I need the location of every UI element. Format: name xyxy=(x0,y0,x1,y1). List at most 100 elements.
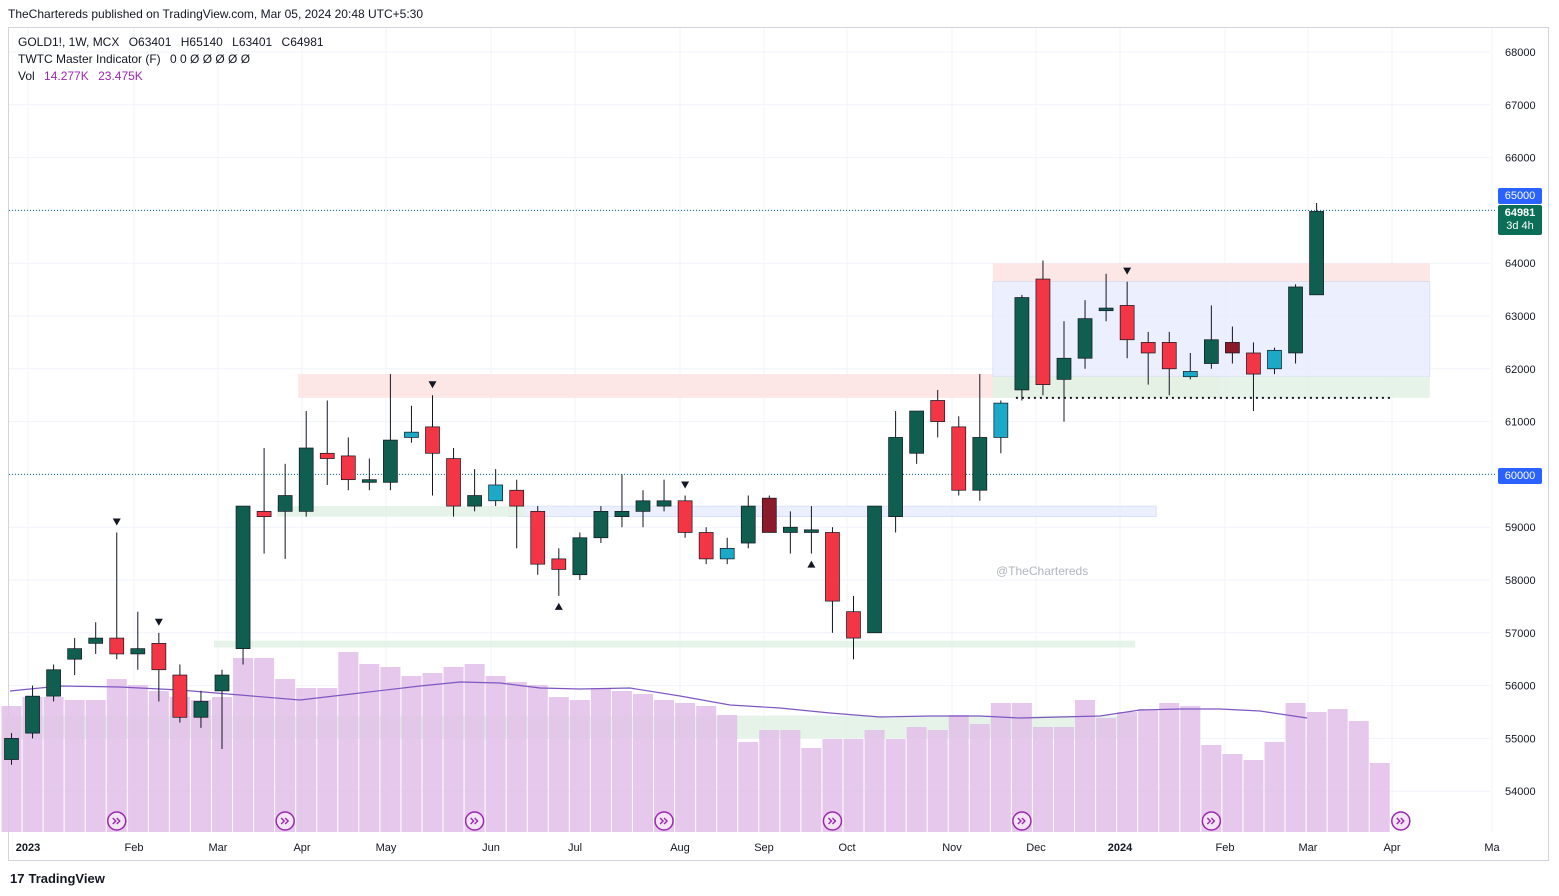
time-tick-label: May xyxy=(376,842,397,854)
event-arrow xyxy=(1017,817,1026,825)
candle-body xyxy=(1077,318,1093,359)
candle-body xyxy=(867,505,882,634)
candle-body xyxy=(719,547,735,560)
volume-bar xyxy=(275,679,296,832)
volume-bar xyxy=(801,748,822,832)
price-tag-60000: 60000 xyxy=(1498,468,1542,484)
candle xyxy=(677,495,693,538)
candle xyxy=(782,511,798,554)
volume-bar xyxy=(885,739,906,832)
volume-bar xyxy=(148,691,169,832)
indicator-name[interactable]: TWTC Master Indicator (F) xyxy=(18,52,161,66)
candle xyxy=(319,400,335,485)
event-circle xyxy=(275,811,295,831)
volume-bar xyxy=(169,697,190,832)
volume-label[interactable]: Vol xyxy=(18,69,35,83)
volume-bar xyxy=(590,688,611,832)
candle-body xyxy=(277,495,293,512)
candle xyxy=(993,400,1009,454)
sell-signal-triangle xyxy=(112,518,121,526)
price-tick-label: 63000 xyxy=(1505,311,1536,323)
candle-body xyxy=(109,637,125,655)
volume-bar xyxy=(1117,712,1138,832)
candle xyxy=(1140,331,1156,385)
candle xyxy=(1161,331,1177,396)
candle-body xyxy=(488,484,503,502)
candle-body xyxy=(467,495,482,507)
candle-body xyxy=(298,447,314,512)
candle-body xyxy=(572,537,588,576)
candle xyxy=(804,506,819,554)
event-marker-icon xyxy=(822,811,843,831)
volume-bar xyxy=(569,700,590,832)
candle-body xyxy=(1098,307,1114,312)
volume-bar xyxy=(1348,721,1369,832)
volume-bar xyxy=(1138,709,1159,832)
candle xyxy=(972,374,988,501)
legend-volume[interactable]: Vol 14.277K 23.475K xyxy=(18,69,149,83)
tradingview-logo[interactable]: 17 TradingView xyxy=(10,871,105,886)
time-tick-label: Feb xyxy=(1216,842,1235,854)
volume-bar xyxy=(1285,703,1306,832)
volume-bar xyxy=(317,688,338,832)
volume-bar xyxy=(1011,703,1032,832)
candle-body xyxy=(825,532,840,602)
candle xyxy=(930,389,946,438)
candle xyxy=(909,410,925,464)
time-tick-label: Mar xyxy=(209,842,228,854)
candle-body xyxy=(1309,211,1324,296)
candle-body xyxy=(1140,342,1156,354)
candle xyxy=(1077,300,1093,369)
volume-bar xyxy=(85,700,106,832)
candle xyxy=(1225,326,1240,364)
price-tick-label: 68000 xyxy=(1505,47,1536,59)
volume-bar xyxy=(506,682,527,832)
candle xyxy=(1309,203,1324,296)
volume-bar xyxy=(359,664,380,832)
time-tick-label: Dec xyxy=(1026,842,1046,854)
event-circle xyxy=(464,811,485,831)
volume-bar xyxy=(43,697,64,832)
candle xyxy=(4,733,19,765)
time-tick-label: Oct xyxy=(838,842,855,854)
volume-bar xyxy=(654,700,675,832)
time-tick-label: Sep xyxy=(754,842,774,854)
time-tick-label: Jul xyxy=(568,842,582,854)
price-tick-label: 66000 xyxy=(1505,153,1536,165)
candle xyxy=(172,664,188,723)
candle xyxy=(761,495,777,533)
candle-body xyxy=(1056,357,1072,380)
volume-bar xyxy=(675,703,696,832)
buy-signal-triangle xyxy=(554,602,563,610)
event-circle xyxy=(1012,811,1032,831)
candle-body xyxy=(993,402,1009,438)
candle-body xyxy=(972,437,988,491)
candle xyxy=(46,664,61,702)
candle xyxy=(846,595,861,660)
volume-bar xyxy=(990,703,1011,832)
sell-signal-triangle xyxy=(1123,267,1132,275)
event-arrow xyxy=(659,817,669,825)
legend-symbol: GOLD1!, 1W, MCX xyxy=(18,35,120,49)
volume-bar xyxy=(1180,706,1201,832)
candle-body xyxy=(446,458,461,507)
price-tick-label: 62000 xyxy=(1505,364,1536,376)
volume-bar xyxy=(1369,763,1390,832)
volume-bar xyxy=(717,715,738,832)
candle xyxy=(25,685,40,739)
candle xyxy=(109,532,125,660)
candle-body xyxy=(4,738,19,760)
volume-bar xyxy=(1032,727,1053,832)
candle xyxy=(425,395,440,496)
time-tick-label: Apr xyxy=(1383,842,1400,854)
price-tick-label: 55000 xyxy=(1505,733,1536,745)
legend-indicator[interactable]: TWTC Master Indicator (F) 0 0 Ø Ø Ø Ø Ø xyxy=(18,52,256,66)
legend-ohlc: GOLD1!, 1W, MCX O63401 H65140 L63401 C64… xyxy=(18,35,330,49)
chart-frame[interactable] xyxy=(8,27,1549,861)
publisher-line: TheChartereds published on TradingView.c… xyxy=(8,7,424,21)
candle xyxy=(867,505,882,634)
price-tick-label: 59000 xyxy=(1505,522,1536,534)
candle-body xyxy=(404,431,419,438)
volume-ma-line xyxy=(9,681,1308,719)
